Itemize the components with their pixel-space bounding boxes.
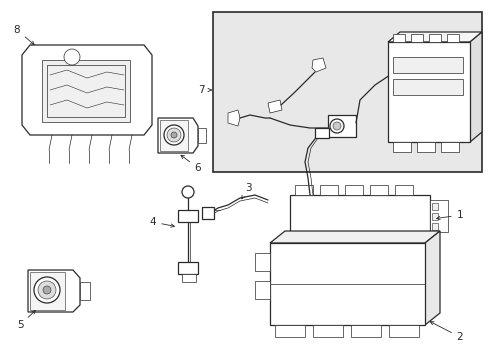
Circle shape xyxy=(329,119,343,133)
Bar xyxy=(289,195,429,243)
Text: 1: 1 xyxy=(436,210,462,220)
Bar xyxy=(429,200,447,232)
Bar xyxy=(269,243,424,325)
Text: 5: 5 xyxy=(17,311,35,330)
Text: 2: 2 xyxy=(429,322,462,342)
Circle shape xyxy=(43,286,51,294)
Polygon shape xyxy=(28,270,80,312)
Bar xyxy=(431,223,437,230)
Text: 3: 3 xyxy=(242,183,251,199)
Bar xyxy=(392,57,462,73)
Polygon shape xyxy=(469,32,481,142)
Bar xyxy=(42,60,130,122)
Circle shape xyxy=(38,281,56,299)
Text: 7: 7 xyxy=(198,85,211,95)
Text: 6: 6 xyxy=(181,155,201,173)
Bar xyxy=(182,274,196,282)
Bar xyxy=(350,325,380,337)
Bar xyxy=(440,142,458,152)
Bar xyxy=(319,185,337,195)
Circle shape xyxy=(182,186,194,198)
Polygon shape xyxy=(424,231,439,325)
Bar xyxy=(213,12,481,172)
Bar xyxy=(428,34,440,42)
Bar xyxy=(160,120,187,151)
Bar xyxy=(345,185,362,195)
Polygon shape xyxy=(387,32,481,42)
Polygon shape xyxy=(267,100,282,113)
Bar xyxy=(178,262,198,274)
Bar xyxy=(30,272,65,310)
Polygon shape xyxy=(158,118,198,153)
Bar xyxy=(198,128,205,143)
Bar xyxy=(387,42,469,142)
Bar xyxy=(178,210,198,222)
Bar xyxy=(431,213,437,220)
Bar xyxy=(446,34,458,42)
Text: 8: 8 xyxy=(14,25,34,45)
Bar xyxy=(274,325,305,337)
Bar xyxy=(392,34,404,42)
Circle shape xyxy=(171,132,177,138)
Polygon shape xyxy=(269,231,439,243)
Bar xyxy=(312,325,342,337)
Circle shape xyxy=(167,128,181,142)
Bar xyxy=(416,142,434,152)
Polygon shape xyxy=(227,110,240,126)
Bar xyxy=(254,281,269,299)
Bar xyxy=(388,325,418,337)
Bar xyxy=(392,79,462,95)
Bar xyxy=(392,142,410,152)
Circle shape xyxy=(64,49,80,65)
Polygon shape xyxy=(22,45,152,135)
Bar xyxy=(294,185,312,195)
Bar xyxy=(431,203,437,210)
Bar xyxy=(369,185,387,195)
Bar xyxy=(327,115,355,137)
Circle shape xyxy=(34,277,60,303)
Bar xyxy=(410,34,422,42)
Polygon shape xyxy=(311,58,325,72)
Text: 4: 4 xyxy=(149,217,174,227)
Bar xyxy=(394,185,412,195)
Bar xyxy=(202,207,214,219)
Bar xyxy=(80,282,90,300)
Bar xyxy=(314,128,328,138)
Circle shape xyxy=(332,122,340,130)
Bar xyxy=(254,253,269,271)
Circle shape xyxy=(163,125,183,145)
